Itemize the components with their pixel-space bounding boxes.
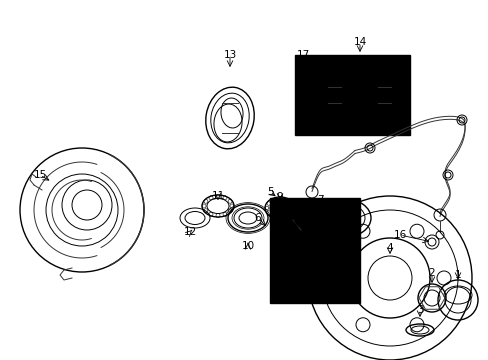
Text: 6: 6 bbox=[254, 213, 261, 223]
Text: 14: 14 bbox=[353, 37, 366, 47]
Text: 10: 10 bbox=[241, 241, 254, 251]
Text: 7: 7 bbox=[316, 195, 323, 205]
Text: 2: 2 bbox=[428, 268, 434, 278]
Bar bbox=[269, 198, 359, 303]
Text: 1: 1 bbox=[454, 270, 460, 280]
Text: 17: 17 bbox=[296, 50, 309, 60]
Text: 4: 4 bbox=[386, 243, 392, 253]
Text: 9: 9 bbox=[276, 192, 283, 202]
Bar bbox=[294, 55, 409, 135]
Text: 11: 11 bbox=[211, 191, 224, 201]
Text: 13: 13 bbox=[223, 50, 236, 60]
Text: 5: 5 bbox=[266, 187, 273, 197]
Text: 16: 16 bbox=[392, 230, 406, 240]
Text: 8: 8 bbox=[306, 242, 313, 252]
Text: 3: 3 bbox=[416, 305, 423, 315]
Text: 12: 12 bbox=[183, 227, 196, 237]
Text: 15: 15 bbox=[33, 170, 46, 180]
